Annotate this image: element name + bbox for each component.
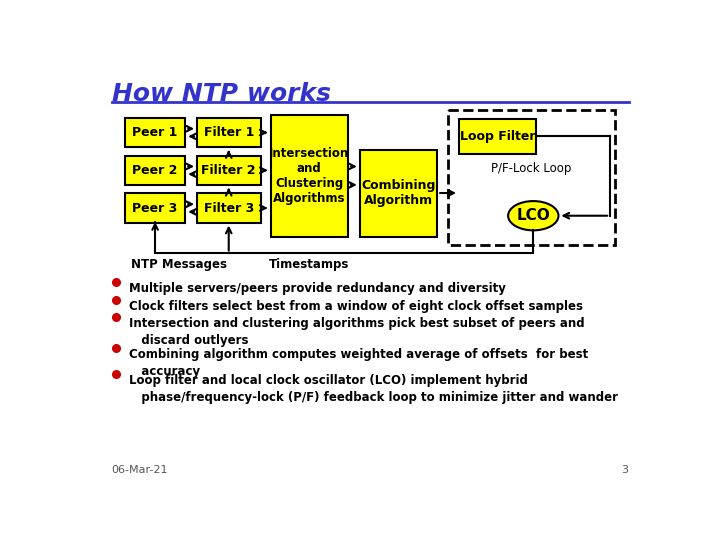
Text: Combining algorithm computes weighted average of offsets  for best
   accuracy: Combining algorithm computes weighted av…: [129, 348, 588, 378]
Text: 06-Mar-21: 06-Mar-21: [112, 465, 168, 475]
FancyBboxPatch shape: [360, 150, 437, 237]
Text: Intersection and clustering algorithms pick best subset of peers and
   discard : Intersection and clustering algorithms p…: [129, 318, 585, 347]
FancyBboxPatch shape: [125, 156, 185, 185]
Text: Intersection
and
Clustering
Algorithms: Intersection and Clustering Algorithms: [269, 147, 349, 205]
FancyBboxPatch shape: [197, 156, 261, 185]
Text: How NTP works: How NTP works: [112, 82, 330, 106]
FancyBboxPatch shape: [125, 193, 185, 222]
Text: Filter 1: Filter 1: [204, 126, 254, 139]
Text: Peer 3: Peer 3: [132, 201, 178, 214]
FancyBboxPatch shape: [271, 115, 348, 237]
Text: Loop Filter: Loop Filter: [460, 130, 536, 143]
FancyBboxPatch shape: [459, 119, 536, 154]
Text: LCO: LCO: [516, 208, 550, 223]
FancyBboxPatch shape: [197, 193, 261, 222]
FancyBboxPatch shape: [125, 118, 185, 147]
Text: Timestamps: Timestamps: [269, 258, 349, 271]
Text: Loop filter and local clock oscillator (LCO) implement hybrid
   phase/frequency: Loop filter and local clock oscillator (…: [129, 374, 618, 404]
Text: Peer 2: Peer 2: [132, 164, 178, 177]
Text: Multiple servers/peers provide redundancy and diversity: Multiple servers/peers provide redundanc…: [129, 282, 505, 295]
Text: Filter 3: Filter 3: [204, 201, 254, 214]
Text: Filiter 2: Filiter 2: [202, 164, 256, 177]
FancyBboxPatch shape: [197, 118, 261, 147]
Text: Clock filters select best from a window of eight clock offset samples: Clock filters select best from a window …: [129, 300, 582, 313]
Text: P/F-Lock Loop: P/F-Lock Loop: [491, 162, 572, 175]
Text: Peer 1: Peer 1: [132, 126, 178, 139]
Text: Combining
Algorithm: Combining Algorithm: [361, 179, 436, 207]
Text: 3: 3: [621, 465, 629, 475]
Text: NTP Messages: NTP Messages: [131, 258, 227, 271]
Ellipse shape: [508, 201, 559, 231]
